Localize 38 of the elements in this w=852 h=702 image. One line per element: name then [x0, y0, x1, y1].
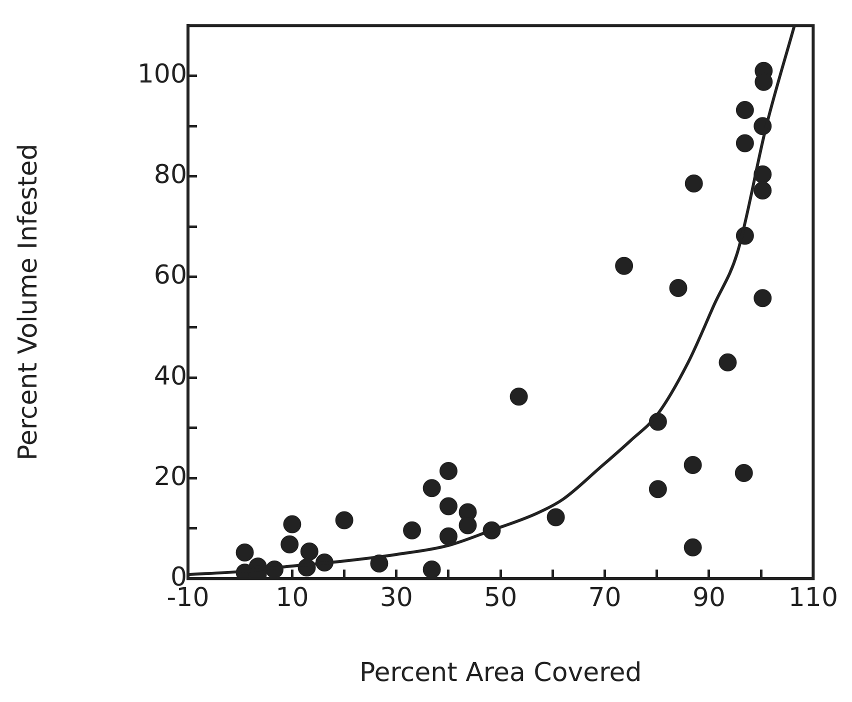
x-tick-label: 90	[692, 582, 726, 613]
y-tick-label: 80	[154, 160, 187, 190]
point	[510, 388, 528, 406]
point	[335, 511, 354, 530]
y-tick-label: 60	[154, 260, 187, 291]
point	[439, 527, 458, 546]
point	[300, 542, 318, 560]
point	[280, 535, 299, 554]
y-tick-label: 20	[154, 462, 187, 492]
x-axis-title: Percent Area Covered	[359, 658, 642, 688]
y-axis-title: Percent Volume Infested	[13, 144, 44, 460]
point	[684, 456, 702, 474]
point	[684, 538, 702, 556]
y-tick-label: 40	[154, 361, 187, 392]
point	[754, 289, 772, 308]
point	[734, 464, 753, 482]
point	[439, 497, 458, 516]
point	[736, 101, 754, 120]
point	[439, 462, 458, 480]
x-tick-label: 70	[588, 582, 622, 613]
point	[648, 480, 667, 498]
x-tick-label: 10	[276, 582, 309, 613]
point	[669, 279, 688, 298]
point	[236, 543, 254, 562]
point	[403, 521, 422, 540]
point	[546, 508, 565, 526]
point	[422, 560, 441, 579]
y-tick-label: 100	[137, 60, 187, 90]
x-tick-label: 30	[380, 582, 413, 613]
x-tick-label: 50	[484, 582, 518, 613]
point	[754, 181, 772, 200]
point	[422, 479, 441, 498]
point	[615, 256, 634, 275]
x-tick-label: 110	[788, 582, 838, 613]
point	[718, 353, 737, 372]
point	[684, 174, 703, 192]
point	[736, 134, 754, 152]
point	[283, 515, 302, 534]
